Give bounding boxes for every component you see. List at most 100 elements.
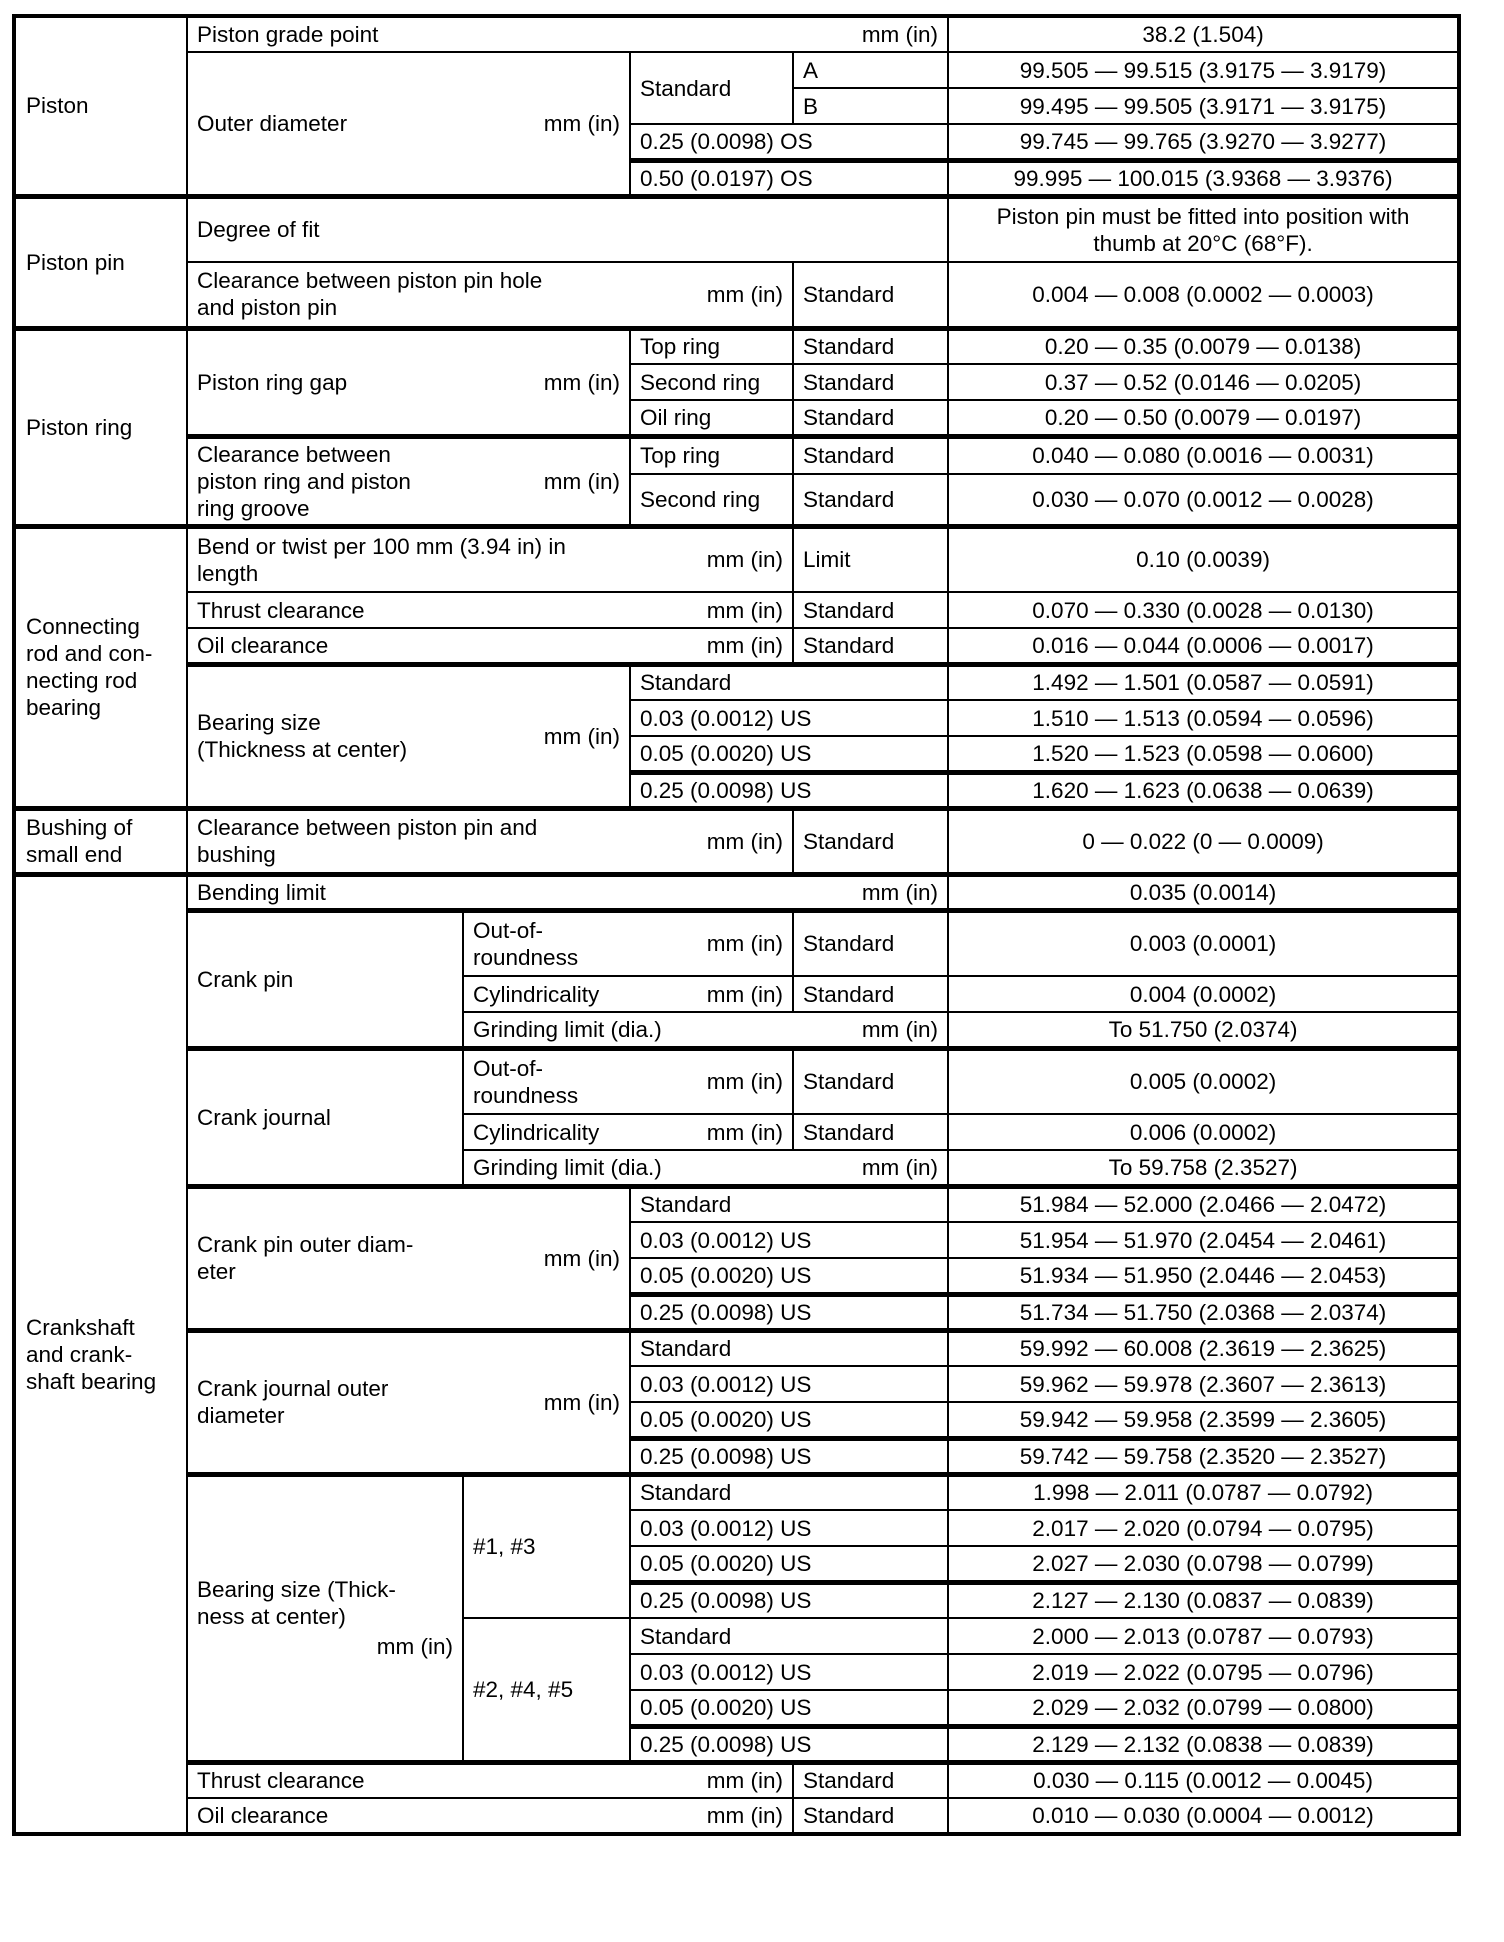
- unit-label: mm (in): [543, 369, 620, 395]
- param-cell: Clearance between piston ring and piston…: [186, 433, 631, 527]
- param-cell: Grinding limit (dia.) mm (in): [461, 1011, 950, 1049]
- value-cell: 0.004 (0.0002): [947, 975, 1461, 1013]
- param-cell: Bending limit mm (in): [185, 871, 950, 911]
- param-cell: Bearing size (Thickness at center) mm (in…: [186, 661, 631, 809]
- table-row: Thrust clearance mm (in) Standard 0.070 —…: [14, 591, 1461, 629]
- condition-cell: Standard: [791, 261, 950, 329]
- table-row: 0.03 (0.0012) US 51.954 — 51.970 (2.0454…: [14, 1221, 1461, 1259]
- spec-label: Cylindricality: [473, 981, 600, 1007]
- spec-label: Grinding limit (dia.): [473, 1154, 662, 1180]
- size-option-cell: Standard: [628, 1327, 950, 1367]
- condition-cell: Limit: [791, 523, 950, 593]
- value-cell: 1.510 — 1.513 (0.0594 — 0.0596): [947, 699, 1461, 737]
- unit-label: mm (in): [706, 828, 783, 854]
- table-row: 0.05 (0.0020) US 2.029 — 2.032 (0.0799 —…: [14, 1689, 1461, 1727]
- value-cell: 0.070 — 0.330 (0.0028 — 0.0130): [947, 591, 1461, 629]
- condition-cell: Standard: [791, 1045, 950, 1115]
- param-cell: Piston grade point mm (in): [185, 15, 950, 53]
- ring-variant-cell: Second ring: [629, 363, 794, 401]
- value-cell: 2.019 — 2.022 (0.0795 — 0.0796): [947, 1653, 1461, 1691]
- table-row: Cylindricality mm (in) Standard 0.006 (0.…: [14, 1113, 1461, 1151]
- ring-variant-cell: Second ring: [629, 472, 794, 528]
- category-bushing: Bushing of small end: [13, 805, 188, 875]
- table-row: Grinding limit (dia.) mm (in) To 51.750 (…: [14, 1011, 1461, 1049]
- value-cell: 99.495 — 99.505 (3.9171 — 3.9175): [947, 87, 1461, 125]
- size-option-cell: 0.50 (0.0197) OS: [628, 157, 950, 197]
- param-cell: Piston ring gap mm (in): [186, 325, 631, 437]
- value-cell: 2.129 — 2.132 (0.0838 — 0.0839): [947, 1723, 1461, 1763]
- table-row: 0.03 (0.0012) US 1.510 — 1.513 (0.0594 —…: [14, 699, 1461, 737]
- table-row: Crank journal Out-of- roundness mm (in) S…: [14, 1045, 1461, 1187]
- category-piston: Piston: [13, 15, 188, 197]
- table-row: 0.25 (0.0098) US 51.734 — 51.750 (2.0368…: [14, 1291, 1461, 1331]
- param-cell: Grinding limit (dia.) mm (in): [461, 1149, 950, 1187]
- param-cell: Degree of fit: [185, 193, 950, 263]
- spec-label: Thrust clearance: [197, 1768, 365, 1794]
- size-option-cell: 0.25 (0.0098) US: [628, 1291, 950, 1331]
- unit-label: mm (in): [543, 468, 620, 494]
- size-option-cell: 0.25 (0.0098) OS: [628, 123, 950, 161]
- unit-label: mm (in): [706, 1119, 783, 1145]
- table-row: Second ring Standard 0.030 — 0.070 (0.00…: [14, 472, 1461, 528]
- size-option-cell: 0.25 (0.0098) US: [628, 1723, 950, 1763]
- spec-label: Out-of- roundness: [473, 1055, 579, 1108]
- param-cell: Crank journal outer diameter mm (in): [186, 1327, 631, 1475]
- condition-cell: Standard: [791, 907, 950, 977]
- table-row: 0.05 (0.0020) US 59.942 — 59.958 (2.3599…: [14, 1401, 1461, 1439]
- spec-label: Cylindricality: [473, 1119, 600, 1145]
- spec-label: Degree of fit: [197, 217, 320, 243]
- size-option-cell: 0.05 (0.0020) US: [628, 735, 950, 773]
- value-cell: 0.003 (0.0001): [947, 907, 1461, 977]
- spec-label: Oil clearance: [197, 632, 329, 658]
- value-cell: 0.004 — 0.008 (0.0002 — 0.0003): [947, 261, 1461, 329]
- size-option-cell: 0.05 (0.0020) US: [628, 1401, 950, 1439]
- value-cell: 0 — 0.022 (0 — 0.0009): [947, 805, 1461, 875]
- grade-variant-cell: A: [791, 51, 950, 89]
- ring-variant-cell: Top ring: [629, 433, 794, 475]
- value-cell: 0.016 — 0.044 (0.0006 — 0.0017): [947, 627, 1461, 665]
- table-row: 0.50 (0.0197) OS 99.995 — 100.015 (3.936…: [14, 157, 1461, 197]
- value-cell: 99.505 — 99.515 (3.9175 — 3.9179): [947, 51, 1461, 89]
- value-cell: 0.005 (0.0002): [947, 1045, 1461, 1115]
- spec-label: Clearance between piston pin hole and pi…: [197, 268, 543, 321]
- value-cell: 59.942 — 59.958 (2.3599 — 2.3605): [947, 1401, 1461, 1439]
- table-row: Clearance between piston ring and piston…: [14, 433, 1461, 527]
- condition-cell: Standard: [791, 805, 950, 875]
- value-cell: 0.006 (0.0002): [947, 1113, 1461, 1151]
- spec-label: Bearing size (Thick- ness at center): [197, 1577, 396, 1629]
- value-cell: 0.37 — 0.52 (0.0146 — 0.0205): [947, 363, 1461, 401]
- category-piston-ring: Piston ring: [13, 325, 188, 527]
- value-cell: 0.10 (0.0039): [947, 523, 1461, 593]
- table-row: 0.05 (0.0020) US 51.934 — 51.950 (2.0446…: [14, 1257, 1461, 1295]
- param-cell: Oil clearance mm (in): [186, 1797, 794, 1835]
- spec-label: Grinding limit (dia.): [473, 1016, 662, 1042]
- size-option-cell: 0.05 (0.0020) US: [628, 1545, 950, 1583]
- param-cell: Bearing size (Thick- ness at center) mm (…: [186, 1471, 464, 1763]
- table-row: 0.03 (0.0012) US 2.019 — 2.022 (0.0795 —…: [14, 1653, 1461, 1691]
- size-option-cell: 0.03 (0.0012) US: [628, 1509, 950, 1547]
- value-cell: 2.027 — 2.030 (0.0798 — 0.0799): [947, 1545, 1461, 1583]
- table-row: Thrust clearance mm (in) Standard 0.030 —…: [14, 1759, 1461, 1799]
- size-option-cell: 0.05 (0.0020) US: [628, 1689, 950, 1727]
- table-row: Piston ring Piston ring gap mm (in) Top r…: [13, 325, 1461, 527]
- param-cell: Thrust clearance mm (in): [186, 591, 794, 629]
- value-cell: 2.029 — 2.032 (0.0799 — 0.0800): [947, 1689, 1461, 1727]
- spec-label: Piston grade point: [197, 22, 379, 47]
- category-crankshaft: Crankshaft and crank- shaft bearing: [13, 871, 188, 1835]
- table-row: Crankshaft and crank- shaft bearing Bend…: [13, 871, 1461, 1835]
- table-row: Connecting rod and con- necting rod bear…: [13, 523, 1461, 809]
- spec-label: Crank journal outer diameter: [197, 1376, 389, 1428]
- table-row: Second ring Standard 0.37 — 0.52 (0.0146…: [14, 363, 1461, 401]
- value-cell: 0.040 — 0.080 (0.0016 — 0.0031): [947, 433, 1461, 475]
- value-cell: 1.492 — 1.501 (0.0587 — 0.0591): [947, 661, 1461, 701]
- table-row: 0.05 (0.0020) US 1.520 — 1.523 (0.0598 —…: [14, 735, 1461, 773]
- value-cell: 1.520 — 1.523 (0.0598 — 0.0600): [947, 735, 1461, 773]
- size-option-cell: Standard: [628, 1617, 950, 1655]
- condition-cell: Standard: [791, 325, 950, 365]
- table-row: Oil clearance mm (in) Standard 0.016 — 0.…: [14, 627, 1461, 665]
- unit-label: mm (in): [543, 1389, 620, 1415]
- param-cell: Thrust clearance mm (in): [186, 1759, 794, 1799]
- param-cell: Bend or twist per 100 mm (3.94 in) in le…: [186, 523, 794, 593]
- unit-label: mm (in): [706, 547, 783, 573]
- spec-label: Bearing size (Thickness at center): [197, 710, 408, 762]
